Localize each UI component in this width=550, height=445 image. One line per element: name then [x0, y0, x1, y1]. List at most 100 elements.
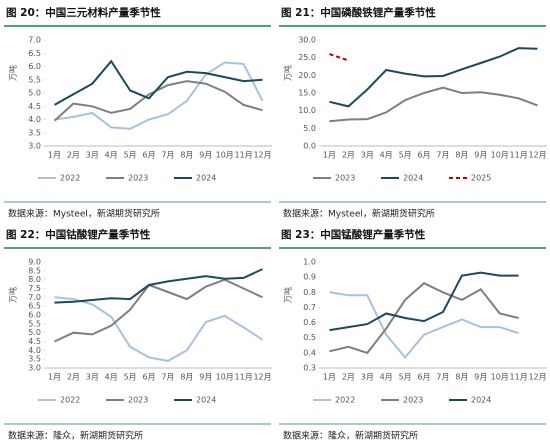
x-tick-label: 4月 — [105, 151, 118, 160]
x-tick-label: 5月 — [124, 151, 137, 160]
y-tick-label: 1.0 — [303, 258, 316, 267]
y-axis-label: 万吨 — [8, 287, 18, 303]
source-note: 数据来源：隆众，新湖期货研究所 — [8, 430, 143, 442]
x-tick-label: 3月 — [86, 151, 99, 160]
x-tick-label: 11月 — [510, 151, 528, 160]
x-tick-label: 1月 — [48, 373, 61, 382]
legend-label: 2024 — [196, 174, 216, 183]
y-tick-label: 5.0 — [28, 89, 41, 98]
series-line — [54, 59, 263, 106]
y-tick-label: 4.5 — [28, 337, 41, 346]
series-line — [329, 291, 519, 359]
series-line — [54, 61, 264, 130]
y-tick-label: 3.0 — [28, 142, 41, 151]
y-tick-label: 20.0 — [298, 71, 316, 80]
legend-label: 2025 — [471, 174, 491, 183]
x-tick-label: 4月 — [380, 373, 393, 382]
y-axis-label: 万吨 — [283, 65, 293, 81]
x-tick-label: 6月 — [417, 151, 430, 160]
x-tick-label: 7月 — [161, 373, 174, 382]
series-line — [53, 80, 263, 122]
source-note: 数据来源：隆众，新湖期货研究所 — [283, 430, 418, 442]
x-tick-label: 3月 — [86, 373, 99, 382]
x-tick-label: 9月 — [474, 373, 487, 382]
x-tick-label: 12月 — [253, 151, 271, 160]
y-tick-label: 7.0 — [28, 36, 41, 45]
y-tick-label: 7.5 — [28, 284, 41, 293]
x-tick-label: 5月 — [124, 373, 137, 382]
x-tick-label: 10月 — [216, 151, 234, 160]
series-line — [54, 268, 263, 304]
x-tick-label: 1月 — [48, 151, 61, 160]
y-tick-label: 5.5 — [28, 319, 41, 328]
x-tick-label: 5月 — [399, 151, 412, 160]
x-tick-label: 12月 — [528, 373, 546, 382]
x-tick-label: 8月 — [180, 373, 193, 382]
y-tick-label: 0.8 — [303, 288, 316, 297]
x-tick-label: 10月 — [491, 373, 509, 382]
source-note: 数据来源：Mysteel，新湖期货研究所 — [8, 208, 160, 220]
y-tick-label: 6.5 — [28, 49, 41, 58]
y-tick-label: 0.0 — [303, 142, 316, 151]
y-axis-label: 万吨 — [283, 287, 293, 303]
x-tick-label: 2月 — [67, 373, 80, 382]
y-tick-label: 5.5 — [28, 75, 41, 84]
y-tick-label: 15.0 — [298, 89, 316, 98]
legend-label: 2022 — [60, 396, 80, 405]
x-tick-label: 8月 — [180, 151, 193, 160]
legend-label: 2024 — [196, 396, 216, 405]
x-tick-label: 7月 — [436, 373, 449, 382]
y-tick-label: 0.4 — [303, 348, 316, 357]
x-tick-label: 3月 — [361, 373, 374, 382]
y-tick-label: 4.5 — [28, 102, 41, 111]
x-tick-label: 9月 — [199, 373, 212, 382]
y-tick-label: 0.5 — [303, 333, 316, 342]
chart-title: 图 21：中国磷酸铁锂产量季节性 — [281, 6, 436, 19]
y-tick-label: 0.3 — [303, 364, 316, 373]
series-line — [329, 271, 519, 332]
y-tick-label: 9.0 — [28, 258, 41, 267]
y-axis-label: 万吨 — [8, 65, 18, 81]
y-tick-label: 30.0 — [298, 36, 316, 45]
x-tick-label: 12月 — [253, 373, 271, 382]
chart-title: 图 23：中国锰酸锂产量季节性 — [281, 228, 426, 241]
x-tick-label: 8月 — [455, 151, 468, 160]
series-line — [329, 282, 519, 355]
y-tick-label: 25.0 — [298, 53, 316, 62]
legend-label: 2023 — [403, 396, 423, 405]
x-tick-label: 6月 — [417, 373, 430, 382]
legend-label: 2023 — [128, 174, 148, 183]
x-tick-label: 12月 — [528, 151, 546, 160]
x-tick-label: 8月 — [455, 373, 468, 382]
x-tick-label: 1月 — [323, 151, 336, 160]
y-tick-label: 3.5 — [28, 355, 41, 364]
x-tick-label: 10月 — [216, 373, 234, 382]
y-tick-label: 7.0 — [28, 293, 41, 302]
series-line — [329, 47, 538, 108]
y-tick-label: 4.0 — [28, 346, 41, 355]
x-tick-label: 9月 — [474, 151, 487, 160]
legend-label: 2023 — [335, 174, 355, 183]
legend-label: 2023 — [128, 396, 148, 405]
x-tick-label: 10月 — [491, 151, 509, 160]
x-tick-label: 2月 — [67, 151, 80, 160]
x-tick-label: 5月 — [399, 373, 412, 382]
series-line — [329, 86, 538, 123]
x-tick-label: 4月 — [380, 151, 393, 160]
x-tick-label: 2月 — [342, 151, 355, 160]
series-line — [329, 53, 349, 62]
y-tick-label: 4.0 — [28, 115, 41, 124]
x-tick-label: 7月 — [161, 151, 174, 160]
y-tick-label: 3.5 — [28, 128, 41, 137]
x-tick-label: 1月 — [323, 373, 336, 382]
x-tick-label: 7月 — [436, 151, 449, 160]
x-tick-label: 9月 — [199, 151, 212, 160]
chart-title: 图 20：中国三元材料产量季节性 — [6, 6, 161, 19]
x-tick-label: 4月 — [105, 373, 118, 382]
x-tick-label: 11月 — [235, 373, 253, 382]
x-tick-label: 2月 — [342, 373, 355, 382]
y-tick-label: 0.7 — [303, 303, 316, 312]
y-tick-label: 0.9 — [303, 273, 316, 282]
y-tick-label: 5.0 — [28, 328, 41, 337]
